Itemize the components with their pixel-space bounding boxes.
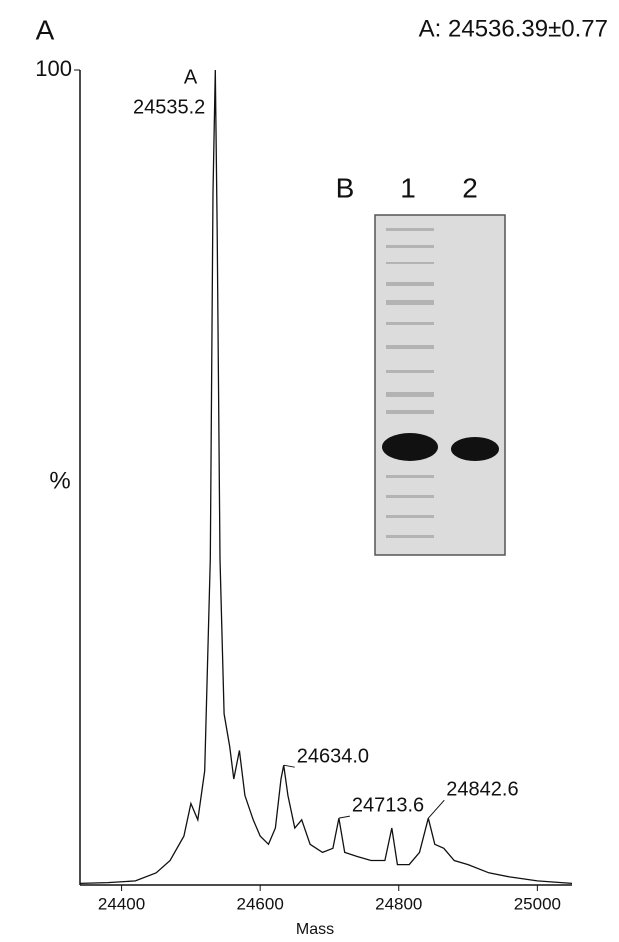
lane-1-ladder: [386, 228, 434, 538]
lane-2-band: [451, 437, 499, 461]
x-tick-label: 24400: [98, 894, 145, 913]
x-tick-label: 24800: [375, 894, 422, 913]
gel: [374, 214, 506, 556]
gel-inset: B 1 2: [336, 172, 506, 556]
inset-label: B: [336, 172, 355, 203]
x-tick-label: 25000: [514, 894, 561, 913]
lane-label: 1: [400, 172, 416, 203]
peak-label: 24535.2: [133, 96, 205, 118]
panel-label: A: [36, 14, 55, 45]
result-text: A: 24536.39±0.77: [419, 15, 608, 42]
x-axis-label: Mass: [296, 921, 334, 938]
lane-1-band: [382, 433, 438, 461]
y-axis-label: %: [49, 467, 70, 494]
lane-label: 2: [462, 172, 478, 203]
peak-label: 24713.6: [352, 794, 424, 816]
peak-leader: [427, 799, 445, 819]
peak-name: A: [184, 66, 198, 88]
peak-leader: [338, 815, 350, 819]
spectrum-line: [79, 69, 573, 885]
y-tick-label: 100: [35, 56, 72, 81]
peak-label: 24634.0: [297, 745, 369, 767]
peak-label: 24842.6: [446, 778, 518, 800]
x-tick-label: 24600: [237, 894, 284, 913]
peak-leader: [283, 764, 295, 768]
